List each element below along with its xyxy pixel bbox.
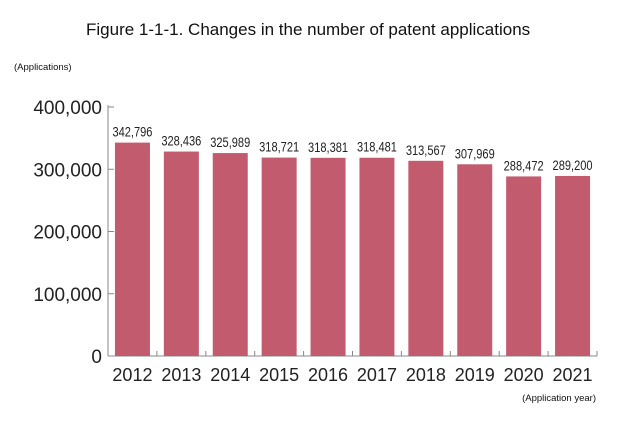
x-tick-label: 2017 [357,365,397,385]
data-label: 307,969 [455,146,495,161]
data-label: 328,436 [161,134,201,149]
x-axis-unit-label: (Application year) [522,393,596,404]
x-tick-label: 2018 [406,365,446,385]
bar [506,176,542,356]
chart-title: Figure 1-1-1. Changes in the number of p… [86,20,530,39]
bar [261,157,297,356]
data-label: 318,381 [308,140,348,155]
bar [310,157,346,356]
data-label: 318,481 [357,140,397,155]
x-tick-label: 2019 [455,365,495,385]
y-tick-label: 0 [91,347,102,368]
bar [359,157,395,356]
bar [163,151,199,356]
x-tick-label: 2012 [112,365,152,385]
x-tick-label: 2016 [308,365,348,385]
data-label: 313,567 [406,143,446,158]
bar [408,160,444,356]
bar [457,164,493,356]
y-axis-unit-label: (Applications) [14,62,72,73]
y-tick-label: 100,000 [33,285,102,306]
y-tick-label: 400,000 [33,98,102,119]
data-labels: 342,796 328,436 325,989 318,721 318,381 318,4… [112,125,592,174]
x-tick-label: 2021 [553,365,593,385]
y-tick-label: 200,000 [33,223,102,244]
bars [114,142,591,356]
data-label: 289,200 [553,158,593,173]
y-tick-labels: 0 100,000 200,000 300,000 400,000 [33,98,102,368]
data-label: 325,989 [210,135,250,150]
data-label: 318,721 [259,140,299,155]
x-tick-label: 2014 [210,365,250,385]
y-tick-label: 300,000 [33,160,102,181]
x-tick-labels: 2012 2013 2014 2015 2016 2017 2018 2019 2020 2021 [112,365,592,385]
data-label: 342,796 [112,125,152,140]
bar [114,142,150,356]
x-tick-label: 2020 [504,365,544,385]
bar [212,153,248,356]
data-label: 288,472 [504,158,544,173]
x-tick-label: 2015 [259,365,299,385]
bar [555,175,591,356]
x-tick-label: 2013 [161,365,201,385]
